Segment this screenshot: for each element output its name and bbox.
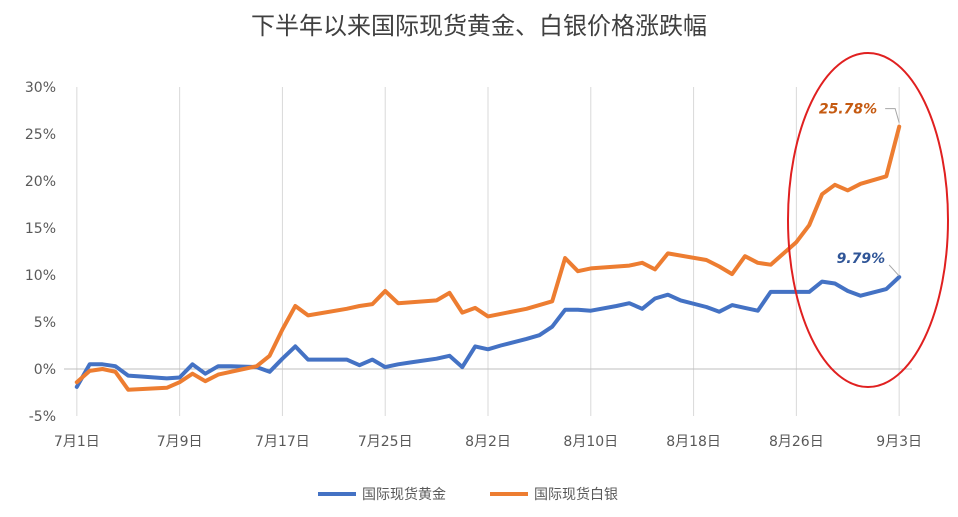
y-tick-label: 30% — [25, 80, 56, 96]
x-tick-label: 7月9日 — [157, 434, 203, 450]
highlight-ellipse — [787, 52, 949, 388]
x-tick-label: 9月3日 — [876, 434, 922, 450]
silver-end-label: 25.78% — [819, 102, 877, 118]
series-line-gold — [74, 275, 902, 389]
x-tick-label: 8月26日 — [769, 434, 824, 450]
series-layer — [74, 124, 902, 392]
x-tick-label: 7月1日 — [54, 434, 100, 450]
y-tick-label: 10% — [25, 268, 56, 284]
x-tick-label: 7月17日 — [255, 434, 310, 450]
gold-end-leader — [888, 264, 900, 277]
x-tick-label: 8月10日 — [563, 434, 618, 450]
y-tick-label: -5% — [29, 409, 56, 425]
y-tick-label: 25% — [25, 127, 56, 143]
x-axis-ticks: 7月1日 7月9日 7月17日 7月25日 8月2日 8月10日 8月18日 8月26日 9月3… — [54, 434, 922, 450]
silver-end-leader — [885, 108, 900, 123]
y-tick-label: 15% — [25, 221, 56, 237]
y-tick-label: 20% — [25, 174, 56, 190]
y-tick-label: 0% — [34, 362, 56, 378]
x-tick-label: 8月2日 — [465, 434, 511, 450]
gridlines — [64, 87, 912, 416]
series-line-silver — [74, 124, 902, 392]
legend: 国际现货黄金 国际现货白银 — [318, 486, 618, 503]
y-tick-label: 5% — [34, 315, 56, 331]
y-axis-ticks: -5% 0% 5% 10% 15% 20% 25% 30% — [25, 80, 56, 425]
x-tick-label: 7月25日 — [358, 434, 413, 450]
end-labels: 9.79% 25.78% — [819, 102, 900, 277]
chart-title: 下半年以来国际现货黄金、白银价格涨跌幅 — [251, 12, 707, 40]
legend-label: 国际现货黄金 — [362, 486, 446, 503]
gold-end-label: 9.79% — [837, 251, 886, 267]
x-tick-label: 8月18日 — [666, 434, 721, 450]
legend-label: 国际现货白银 — [534, 486, 618, 503]
